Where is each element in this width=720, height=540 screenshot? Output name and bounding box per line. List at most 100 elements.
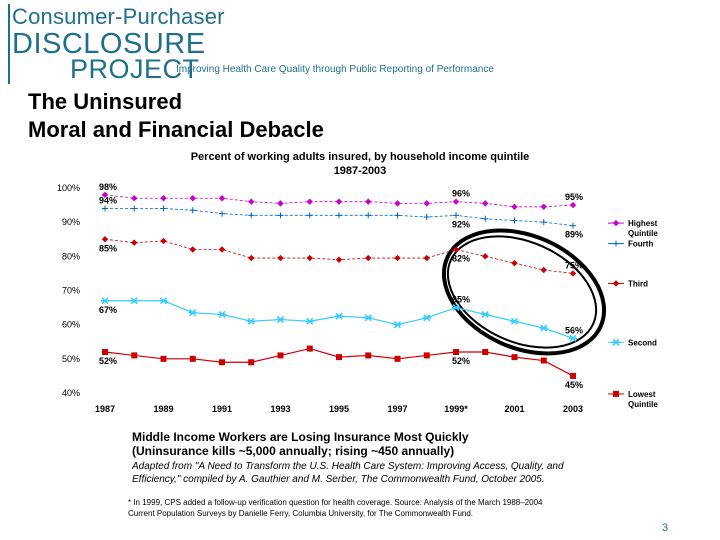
data-point xyxy=(189,246,196,253)
headline-note: Middle Income Workers are Losing Insuran… xyxy=(132,430,469,458)
data-point xyxy=(452,246,460,253)
data-point xyxy=(569,334,577,342)
legend-label: Third xyxy=(628,279,648,288)
slide-title: The Uninsured Moral and Financial Debacl… xyxy=(28,88,324,144)
legend-label: Highest xyxy=(628,219,658,228)
data-point xyxy=(540,219,547,226)
data-point xyxy=(510,317,519,325)
data-point xyxy=(218,195,226,202)
x-tick-label: 1993 xyxy=(270,404,290,414)
data-point xyxy=(423,200,430,207)
data-point xyxy=(189,207,196,214)
y-tick-label: 80% xyxy=(62,251,80,261)
data-point xyxy=(101,191,109,199)
data-point xyxy=(481,310,490,318)
data-point xyxy=(102,349,108,355)
data-point xyxy=(365,198,372,205)
data-label: 45% xyxy=(565,380,583,390)
data-point xyxy=(248,254,255,262)
data-point xyxy=(570,372,576,379)
page-number: 3 xyxy=(662,522,669,534)
data-point xyxy=(277,212,284,219)
data-point xyxy=(101,297,109,305)
data-point xyxy=(306,198,313,205)
data-point xyxy=(452,198,460,205)
legend-label: Lowest xyxy=(628,390,656,399)
data-label: 67% xyxy=(99,305,117,315)
data-point xyxy=(393,321,402,329)
x-tick-label: 1995 xyxy=(329,404,349,414)
slide-title-line1: The Uninsured xyxy=(28,89,183,114)
data-label: 89% xyxy=(565,230,583,240)
data-point xyxy=(394,200,401,207)
data-point xyxy=(130,297,139,305)
data-point xyxy=(336,354,342,361)
data-point xyxy=(277,200,284,207)
data-point xyxy=(482,215,489,222)
data-label: 56% xyxy=(565,325,583,335)
data-point xyxy=(306,212,313,219)
data-point xyxy=(394,355,401,362)
series-fourth: Fourth xyxy=(102,205,653,249)
series-line xyxy=(104,194,574,208)
data-point xyxy=(160,355,167,362)
footnote-line1: * In 1999, CPS added a follow-up verific… xyxy=(128,498,543,507)
data-point xyxy=(277,352,284,359)
data-point xyxy=(306,254,313,262)
series-third: Third xyxy=(101,236,648,288)
data-point xyxy=(131,352,138,359)
data-point xyxy=(423,254,430,262)
legend-label: Second xyxy=(628,338,657,347)
data-label: 95% xyxy=(565,192,583,202)
data-point xyxy=(219,210,225,217)
data-point xyxy=(423,352,430,359)
logo-tagline: Improving Health Care Quality through Pu… xyxy=(176,64,494,75)
data-point xyxy=(511,354,518,361)
data-point xyxy=(540,357,547,364)
data-point xyxy=(189,355,196,362)
data-point xyxy=(540,266,547,274)
data-point xyxy=(511,259,518,267)
data-point xyxy=(613,240,619,247)
data-point xyxy=(452,304,460,312)
data-label: 85% xyxy=(99,243,117,253)
data-point xyxy=(218,246,226,253)
legend-label: Quintile xyxy=(628,400,658,409)
data-point xyxy=(539,324,548,332)
y-tick-label: 100% xyxy=(57,183,80,193)
data-point xyxy=(218,310,226,318)
x-tick-label: 1989 xyxy=(153,404,173,414)
x-tick-label: 2003 xyxy=(563,404,583,414)
slide-title-line2: Moral and Financial Debacle xyxy=(28,117,324,142)
data-point xyxy=(248,212,255,219)
source-line2: Efficiency," compiled by A. Gauthier and… xyxy=(132,474,545,485)
data-point xyxy=(247,317,256,325)
highlight-oval-inner xyxy=(446,235,598,349)
data-point xyxy=(131,195,138,202)
data-point xyxy=(612,280,620,287)
data-point xyxy=(248,359,255,366)
data-label: 96% xyxy=(452,189,470,199)
data-point xyxy=(159,297,168,305)
logo-line3: PROJECT xyxy=(70,54,200,84)
data-point xyxy=(248,198,255,205)
data-point xyxy=(612,338,620,346)
data-point xyxy=(570,222,576,229)
data-point xyxy=(453,212,459,219)
data-point xyxy=(306,345,313,352)
headline-line1: Middle Income Workers are Losing Insuran… xyxy=(132,430,469,444)
data-point xyxy=(335,198,343,205)
data-point xyxy=(305,317,314,325)
y-tick-label: 70% xyxy=(62,286,80,296)
chart-title-line1: Percent of working adults insured, by ho… xyxy=(190,151,530,163)
data-label: 52% xyxy=(99,356,117,366)
y-tick-label: 40% xyxy=(62,388,80,398)
data-point xyxy=(511,217,518,224)
highlight-oval xyxy=(441,228,607,356)
logo-bar xyxy=(8,4,10,84)
logo-line1: Consumer-Purchaser xyxy=(12,4,225,29)
legend-label: Quintile xyxy=(628,229,658,238)
data-point xyxy=(160,195,167,202)
